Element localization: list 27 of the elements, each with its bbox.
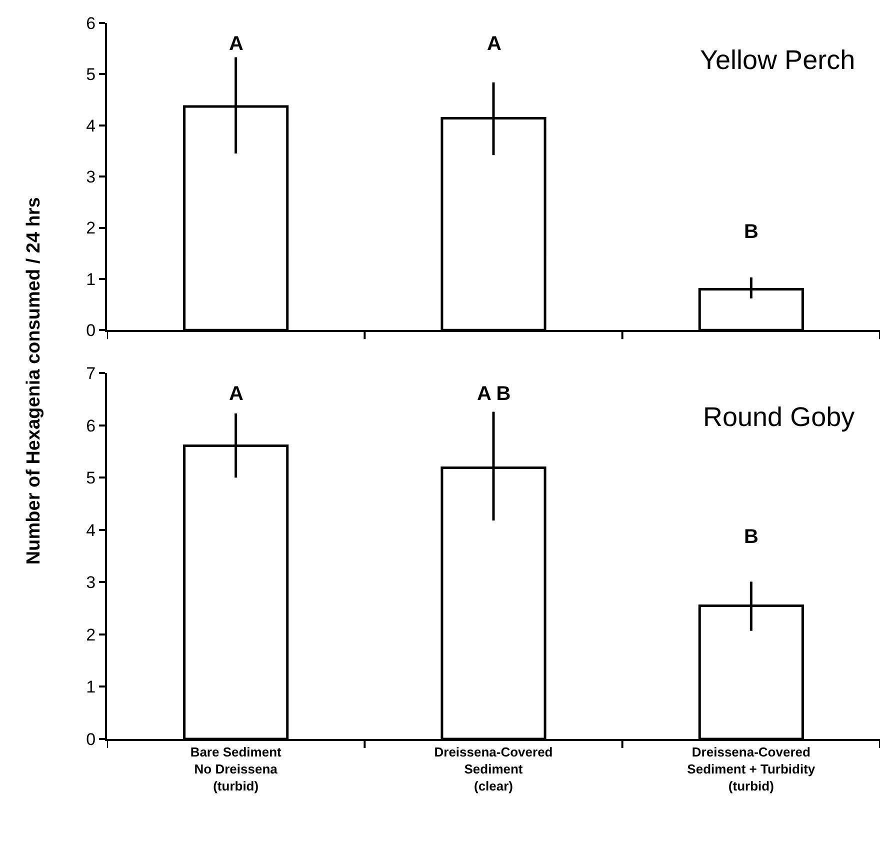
- y-tick-label: 6: [86, 14, 96, 33]
- annotation: A B: [477, 383, 511, 405]
- y-tick-label: 5: [86, 65, 96, 84]
- y-tick-label: 6: [86, 416, 96, 436]
- y-tick-label: 5: [86, 468, 96, 488]
- y-tick-label: 4: [86, 116, 96, 136]
- annotation: B: [744, 526, 758, 548]
- y-tick-label: 2: [86, 218, 96, 238]
- text: Yellow Perch: [700, 45, 856, 75]
- x-tick-label: Dreissena-Covered Sediment (clear): [434, 744, 553, 794]
- y-tick-label: 4: [86, 520, 96, 540]
- x-tick-label: Bare Sediment No Dreissena (turbid): [190, 744, 282, 794]
- y-tick-label: 2: [86, 625, 96, 644]
- annotation: A: [229, 383, 244, 405]
- y-tick-label: 0: [86, 730, 96, 749]
- y-tick-label: 3: [86, 573, 96, 592]
- x-tick-label: Dreissena-Covered Sediment + Turbidity (turbid): [687, 744, 816, 794]
- text: Round Goby: [703, 402, 856, 432]
- y-tick-label: 0: [86, 321, 96, 340]
- y-axis-title: Number of Hexagenia consumed / 24 hrs: [24, 197, 45, 565]
- y-tick-label: 3: [86, 168, 96, 187]
- y-tick-label: 1: [86, 270, 96, 289]
- annotation: A: [229, 33, 244, 55]
- annotation: B: [744, 221, 758, 243]
- annotation: A: [487, 33, 502, 55]
- y-tick-label: 1: [86, 678, 96, 697]
- y-tick-label: 7: [86, 364, 96, 384]
